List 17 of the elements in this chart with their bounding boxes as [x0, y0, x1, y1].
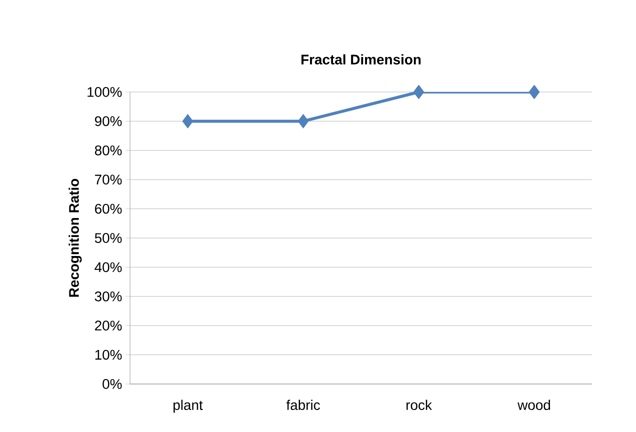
y-tick-label: 0% — [102, 379, 122, 389]
y-tick-label: 10% — [95, 350, 122, 360]
x-tick-label: plant — [174, 400, 203, 413]
y-tick-label: 100% — [88, 87, 122, 97]
y-tick-label: 40% — [94, 262, 122, 272]
chart-title: Fractal Dimension — [301, 54, 421, 65]
x-tick-label: rock — [406, 400, 432, 410]
y-axis-title: Recognition Ratio — [68, 178, 82, 297]
y-tick-label: 30% — [94, 291, 122, 302]
y-tick-label: 80% — [94, 145, 122, 156]
y-tick-label: 60% — [95, 204, 122, 214]
y-tick-label: 70% — [95, 174, 122, 185]
y-tick-label: 20% — [95, 320, 122, 331]
x-tick-label: wood — [518, 400, 550, 410]
x-tick-label: fabric — [286, 400, 320, 410]
y-tick-label: 50% — [94, 233, 122, 243]
y-tick-label: 90% — [94, 116, 122, 126]
